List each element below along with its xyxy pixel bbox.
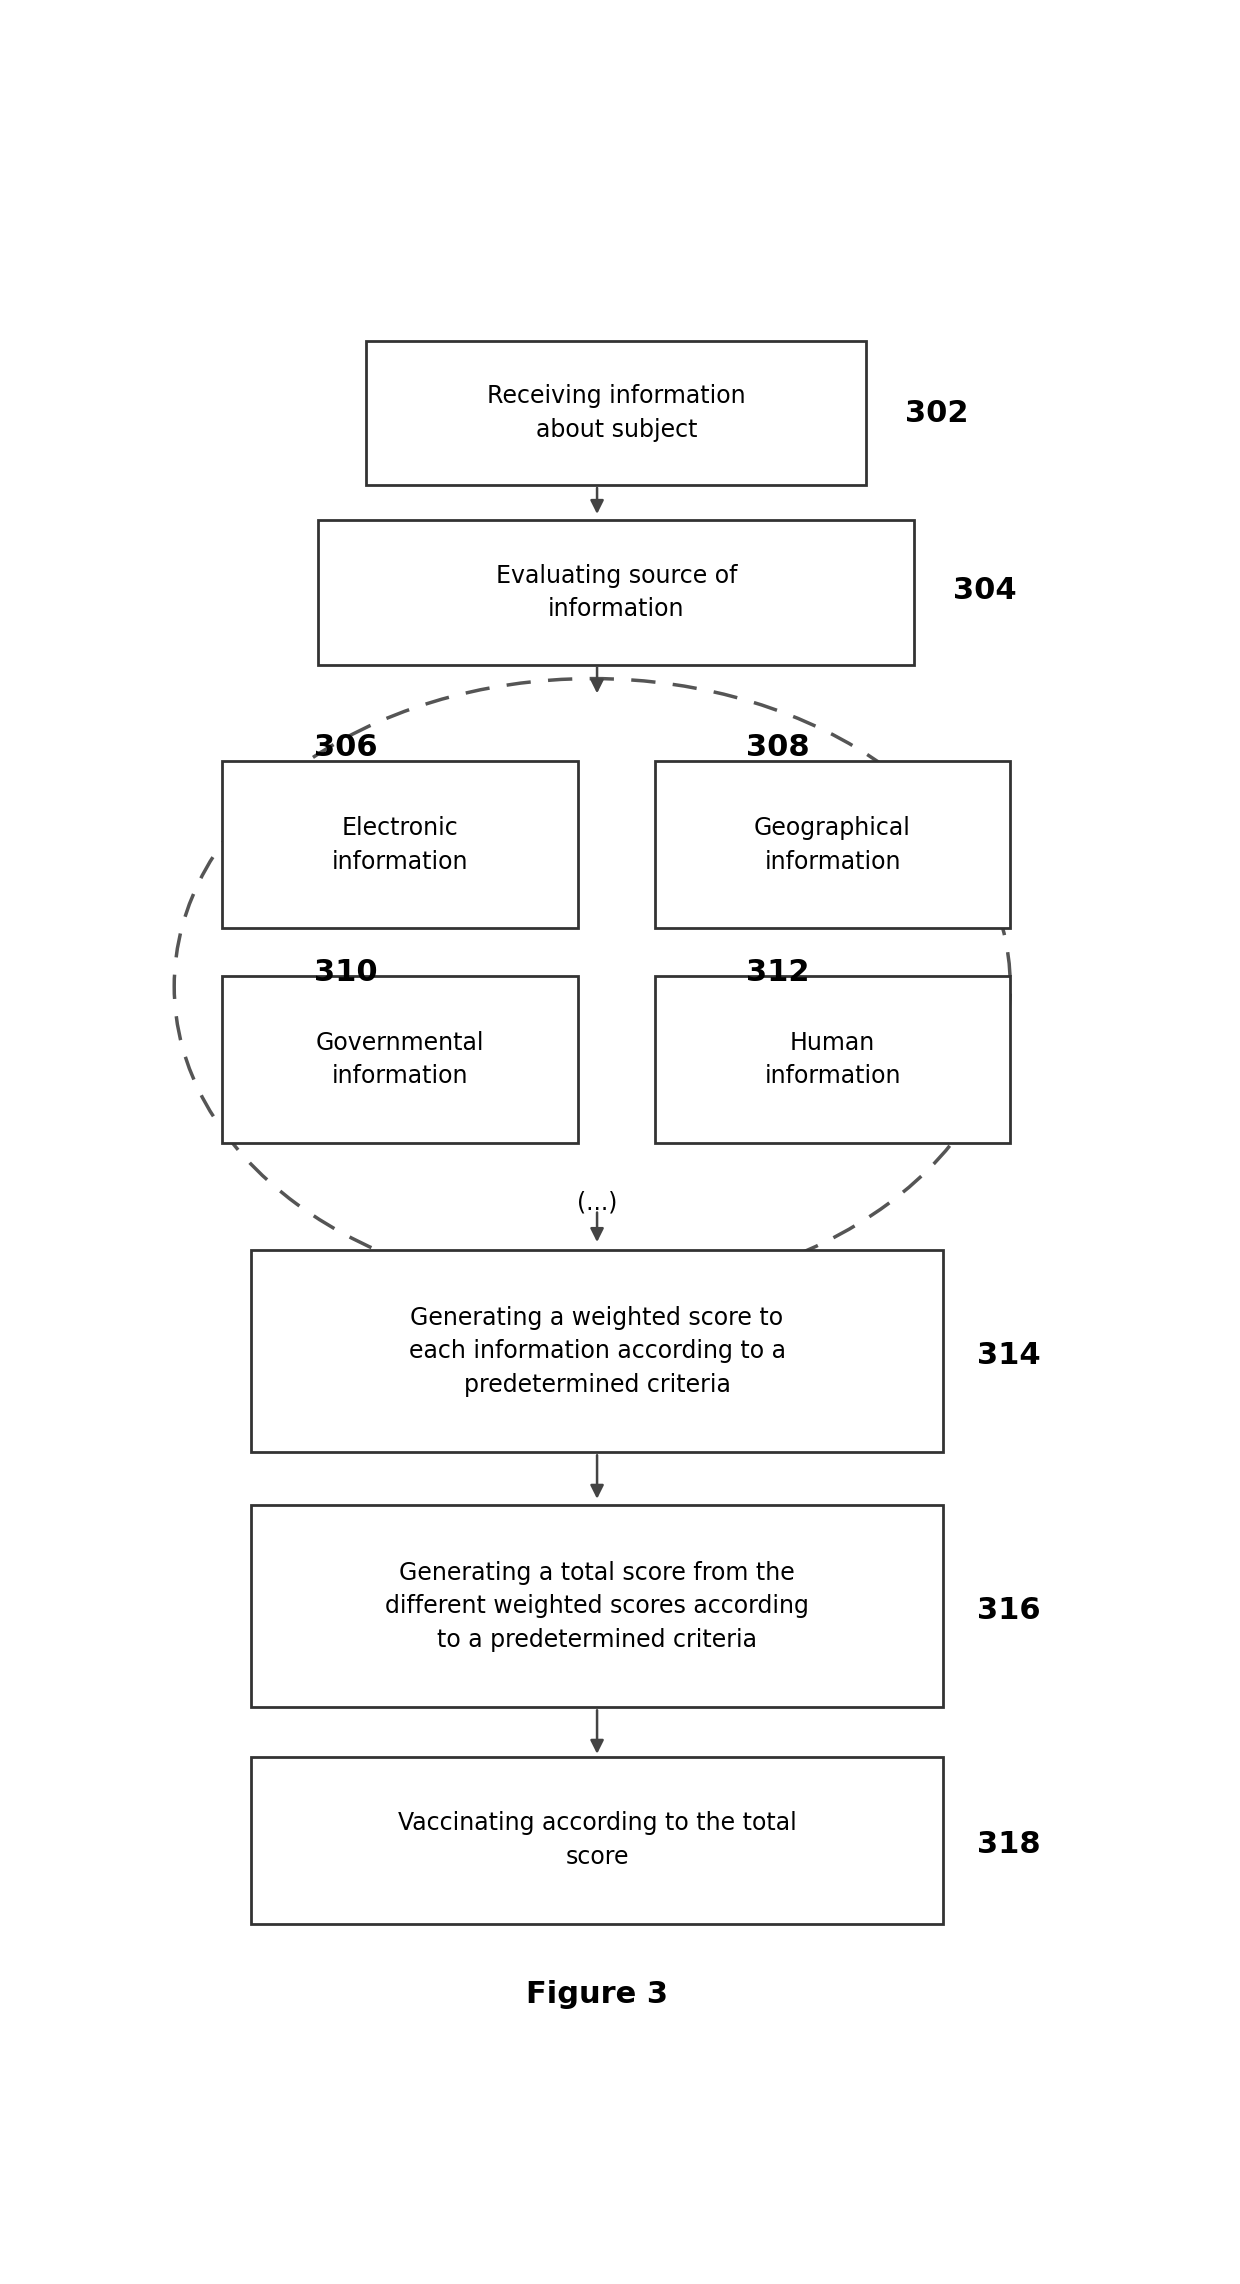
FancyBboxPatch shape xyxy=(250,1756,942,1923)
Text: Generating a total score from the
different weighted scores according
to a prede: Generating a total score from the differ… xyxy=(386,1560,808,1651)
Text: Receiving information
about subject: Receiving information about subject xyxy=(487,384,745,441)
Text: 308: 308 xyxy=(746,733,810,761)
Text: Vaccinating according to the total
score: Vaccinating according to the total score xyxy=(398,1811,796,1868)
FancyBboxPatch shape xyxy=(655,975,1011,1142)
FancyBboxPatch shape xyxy=(655,761,1011,927)
Text: 312: 312 xyxy=(746,957,810,987)
Text: 310: 310 xyxy=(314,957,377,987)
FancyBboxPatch shape xyxy=(250,1249,942,1453)
FancyBboxPatch shape xyxy=(222,975,578,1142)
Text: 314: 314 xyxy=(977,1341,1040,1370)
Text: Geographical
information: Geographical information xyxy=(754,815,911,872)
Text: Figure 3: Figure 3 xyxy=(526,1980,668,2008)
FancyBboxPatch shape xyxy=(319,521,914,665)
FancyBboxPatch shape xyxy=(250,1505,942,1708)
Text: Electronic
information: Electronic information xyxy=(332,815,469,872)
Text: (...): (...) xyxy=(577,1190,618,1215)
Text: Human
information: Human information xyxy=(764,1030,900,1087)
FancyBboxPatch shape xyxy=(222,761,578,927)
Text: 304: 304 xyxy=(952,576,1017,605)
Text: 306: 306 xyxy=(314,733,377,761)
Text: 318: 318 xyxy=(977,1829,1040,1859)
FancyBboxPatch shape xyxy=(367,340,866,484)
Text: 316: 316 xyxy=(977,1597,1040,1626)
Text: Governmental
information: Governmental information xyxy=(316,1030,485,1087)
Text: Evaluating source of
information: Evaluating source of information xyxy=(496,564,737,621)
Text: Generating a weighted score to
each information according to a
predetermined cri: Generating a weighted score to each info… xyxy=(408,1306,786,1398)
Text: 302: 302 xyxy=(905,397,968,427)
